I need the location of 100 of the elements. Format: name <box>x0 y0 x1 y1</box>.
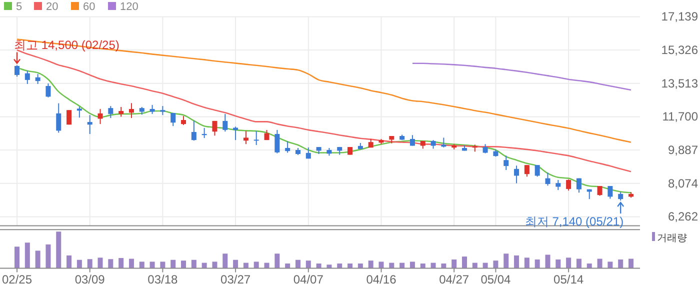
y-tick-label: 17,139 <box>661 10 698 24</box>
x-tick-label: 03/18 <box>148 272 178 286</box>
bar <box>14 246 20 268</box>
bar <box>243 262 248 268</box>
bar <box>368 260 374 268</box>
y-tick-label: 13,513 <box>661 76 698 90</box>
candlestick <box>98 108 103 125</box>
bar <box>534 259 540 268</box>
candlestick <box>274 129 280 154</box>
bar <box>56 232 62 268</box>
bar <box>118 258 124 268</box>
line-series <box>16 38 632 143</box>
bar <box>493 260 498 268</box>
y-tick-label: 15,326 <box>661 43 698 58</box>
annotation: 최저 7,140 (05/21) <box>524 214 624 229</box>
candlestick <box>76 106 82 118</box>
bar <box>316 264 322 268</box>
bar <box>556 259 561 268</box>
bar <box>576 258 582 268</box>
bar <box>566 258 572 268</box>
candlestick <box>181 115 186 126</box>
candlestick <box>243 130 248 145</box>
bar <box>285 264 290 268</box>
bar <box>254 262 259 268</box>
bar <box>628 258 634 268</box>
bar <box>66 255 72 268</box>
bar <box>514 255 520 268</box>
bar <box>482 262 488 268</box>
bar <box>348 264 353 268</box>
candlestick <box>576 178 582 194</box>
candlestick <box>108 106 114 118</box>
candlestick <box>212 120 218 136</box>
bar <box>139 262 144 268</box>
candlestick <box>482 144 488 154</box>
candlestick <box>150 104 155 114</box>
candlestick <box>504 155 509 171</box>
candlestick <box>118 106 124 118</box>
legend-label: 20 <box>46 1 58 13</box>
bar <box>274 254 280 268</box>
bar <box>46 244 51 268</box>
y-tick-label: 6,262 <box>668 210 698 224</box>
candlestick <box>608 186 613 200</box>
bar <box>24 242 30 268</box>
candlestick <box>24 70 30 84</box>
x-tick-label: 05/04 <box>480 272 512 286</box>
legend-label: 거래량 <box>657 233 687 244</box>
bar <box>222 254 228 268</box>
candlestick <box>524 164 530 178</box>
bar <box>410 262 415 268</box>
bar <box>181 260 186 268</box>
legend-label: 60 <box>83 1 96 13</box>
candlestick <box>441 137 446 148</box>
bar <box>430 262 436 268</box>
candlestick <box>254 130 259 146</box>
bar <box>452 259 457 268</box>
candlestick <box>202 127 207 139</box>
candlestick <box>128 102 134 118</box>
bar <box>306 260 311 268</box>
bar <box>150 262 155 268</box>
candlestick <box>222 113 228 132</box>
candlestick <box>545 172 550 186</box>
y-tick-label: 11,700 <box>662 110 698 124</box>
bar <box>420 264 426 268</box>
bar <box>586 264 592 268</box>
bar <box>472 262 478 268</box>
bar <box>597 258 602 268</box>
x-tick-label: 04/07 <box>293 272 324 286</box>
candlestick <box>160 106 166 116</box>
bar <box>378 262 384 268</box>
candlestick <box>35 74 40 84</box>
x-tick-label: 05/14 <box>554 272 584 286</box>
candlestick <box>46 82 51 98</box>
candlestick <box>170 112 176 127</box>
bar <box>191 260 196 268</box>
bar <box>618 259 624 268</box>
candlestick <box>556 179 561 191</box>
candlestick <box>597 186 602 196</box>
bar <box>212 262 218 268</box>
y-tick-label: 9,887 <box>668 143 698 158</box>
bar <box>524 258 530 268</box>
candlestick <box>87 114 92 134</box>
candlestick <box>191 120 196 142</box>
x-tick-label: 03/09 <box>74 272 106 286</box>
candlestick <box>56 102 62 134</box>
bar <box>337 264 342 268</box>
x-tick-label: 04/27 <box>439 272 470 286</box>
bar <box>170 260 176 268</box>
candlestick <box>534 164 540 178</box>
bar <box>462 256 467 268</box>
bar <box>76 260 82 268</box>
bar <box>389 262 394 268</box>
bar <box>441 264 446 268</box>
candlestick <box>233 126 238 141</box>
legend-label: 5 <box>16 1 22 13</box>
bar <box>98 258 103 268</box>
bar <box>608 262 613 268</box>
bar <box>545 254 550 268</box>
bar <box>358 264 363 268</box>
bar <box>504 254 509 268</box>
candlestick <box>514 165 520 184</box>
